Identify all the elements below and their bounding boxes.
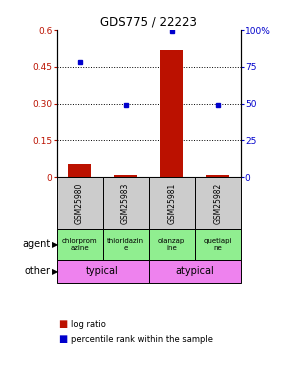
Bar bbox=[148, 229, 195, 260]
Text: ▶: ▶ bbox=[52, 240, 58, 249]
Text: ■: ■ bbox=[58, 320, 67, 329]
Title: GDS775 / 22223: GDS775 / 22223 bbox=[100, 16, 197, 29]
Text: atypical: atypical bbox=[175, 266, 214, 276]
Bar bbox=[68, 164, 91, 177]
Text: thioridazin
e: thioridazin e bbox=[107, 238, 144, 250]
Text: percentile rank within the sample: percentile rank within the sample bbox=[71, 335, 213, 344]
Bar bbox=[148, 177, 195, 229]
Bar bbox=[195, 177, 241, 229]
Bar bbox=[103, 229, 148, 260]
Bar bbox=[195, 229, 241, 260]
Text: quetiapi
ne: quetiapi ne bbox=[203, 238, 232, 250]
Bar bbox=[57, 177, 103, 229]
Text: ▶: ▶ bbox=[52, 267, 58, 276]
Bar bbox=[57, 229, 103, 260]
Text: typical: typical bbox=[86, 266, 119, 276]
Text: chlorprom
azine: chlorprom azine bbox=[62, 238, 97, 250]
Text: other: other bbox=[25, 266, 51, 276]
Bar bbox=[148, 260, 241, 283]
Text: GSM25981: GSM25981 bbox=[167, 182, 176, 224]
Text: GSM25980: GSM25980 bbox=[75, 182, 84, 224]
Text: agent: agent bbox=[23, 239, 51, 249]
Text: ■: ■ bbox=[58, 334, 67, 344]
Bar bbox=[160, 50, 183, 177]
Text: GSM25982: GSM25982 bbox=[213, 182, 222, 224]
Text: GSM25983: GSM25983 bbox=[121, 182, 130, 224]
Text: log ratio: log ratio bbox=[71, 320, 106, 329]
Bar bbox=[114, 176, 137, 177]
Bar bbox=[57, 260, 148, 283]
Text: olanzap
ine: olanzap ine bbox=[158, 238, 185, 250]
Bar bbox=[206, 175, 229, 177]
Bar bbox=[103, 177, 148, 229]
